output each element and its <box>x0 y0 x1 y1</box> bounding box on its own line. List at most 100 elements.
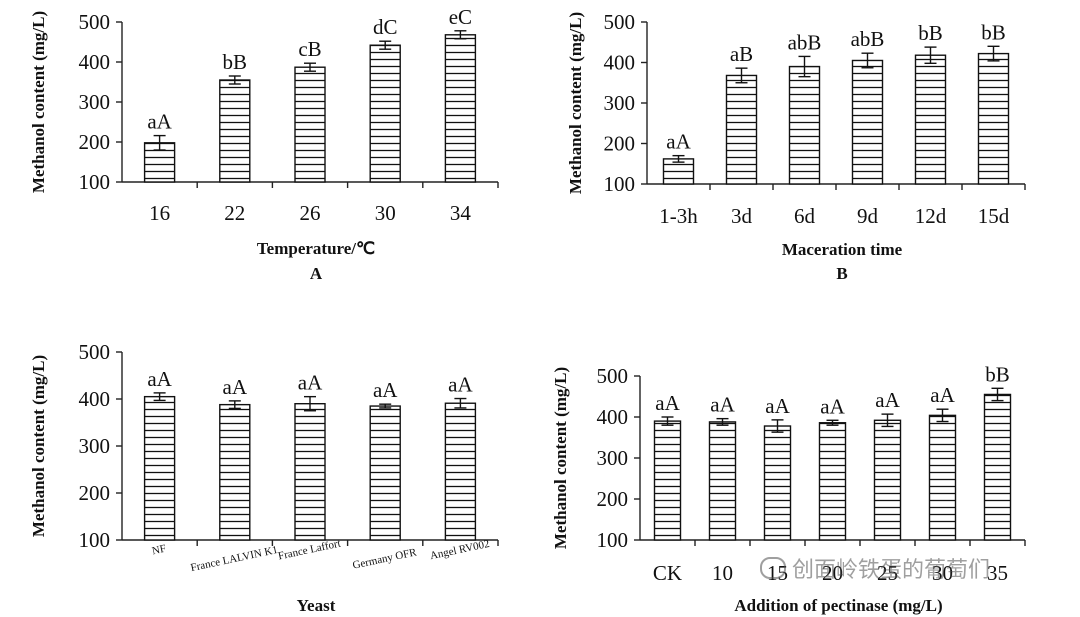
x-axis-title: Temperature/℃ <box>257 239 375 258</box>
y-tick-label: 500 <box>79 10 111 34</box>
y-tick-label: 400 <box>604 51 636 75</box>
significance-label: aA <box>710 393 735 417</box>
significance-label: aA <box>666 130 691 154</box>
bar <box>294 403 326 541</box>
bar <box>143 395 176 541</box>
y-tick-label: 300 <box>597 446 629 470</box>
bar <box>444 34 477 183</box>
bar <box>708 421 737 541</box>
x-tick-label: 12d <box>915 204 947 228</box>
bar <box>369 405 401 541</box>
bar <box>977 52 1010 185</box>
y-tick-label: 100 <box>597 528 629 552</box>
bar <box>219 403 251 541</box>
y-tick-label: 200 <box>79 481 111 505</box>
x-tick-label: Angel RV002 <box>429 538 491 562</box>
significance-label: bB <box>985 362 1010 386</box>
x-tick-label: Germany OFR <box>352 546 419 571</box>
y-tick-label: 200 <box>79 130 111 154</box>
x-tick-label: 10 <box>712 561 733 585</box>
significance-label: aA <box>373 378 398 402</box>
x-tick-label: CK <box>653 561 682 585</box>
significance-label: aA <box>223 375 248 399</box>
bar <box>873 419 902 541</box>
y-tick-label: 100 <box>79 528 111 552</box>
bar <box>818 422 847 541</box>
chart-panel-4: 100200300400500aACKaA10aA15aA20aA25aA30b… <box>551 362 1026 615</box>
x-tick-label: 6d <box>794 204 816 228</box>
y-axis-title: Methanol content (mg/L) <box>551 367 570 549</box>
bar <box>983 393 1012 541</box>
x-tick-label: 1-3h <box>659 204 698 228</box>
bar <box>662 158 695 185</box>
y-tick-label: 300 <box>79 434 111 458</box>
significance-label: abB <box>788 30 822 54</box>
x-tick-label: 30 <box>932 561 953 585</box>
x-tick-label: 3d <box>731 204 753 228</box>
x-tick-label: 15d <box>978 204 1010 228</box>
y-axis-title: Methanol content (mg/L) <box>29 11 48 193</box>
x-tick-label: NF <box>151 543 167 558</box>
significance-label: aA <box>765 394 790 418</box>
x-axis-title: Addition of pectinase (mg/L) <box>734 596 942 615</box>
y-axis-title: Methanol content (mg/L) <box>29 355 48 537</box>
significance-label: aA <box>448 373 473 397</box>
significance-label: eC <box>449 5 472 29</box>
x-tick-label: 25 <box>877 561 898 585</box>
bar <box>725 74 758 185</box>
y-tick-label: 400 <box>79 50 111 74</box>
bar <box>653 420 682 541</box>
x-tick-label: 34 <box>450 201 472 225</box>
x-tick-label: 20 <box>822 561 843 585</box>
panel-letter: B <box>836 264 847 283</box>
significance-label: abB <box>851 27 885 51</box>
significance-label: aA <box>298 371 323 395</box>
bar <box>444 402 477 541</box>
significance-label: bB <box>918 21 943 45</box>
panel-letter: A <box>310 264 323 283</box>
bar <box>294 66 326 183</box>
x-tick-label: 9d <box>857 204 879 228</box>
y-axis-title: Methanol content (mg/L) <box>566 12 585 194</box>
watermark: 创面岭铁蛋的葡萄们 <box>760 552 990 584</box>
significance-label: aA <box>147 110 172 134</box>
significance-label: cB <box>298 37 321 61</box>
x-tick-label: France Laffort <box>277 538 342 563</box>
significance-label: aA <box>875 388 900 412</box>
x-tick-label: 26 <box>300 201 321 225</box>
bar <box>763 425 792 541</box>
chart-panel-2: 100 200 300 400 500 aA 1-3h aB 3d abB 6d abB 9d bB 12d… <box>566 10 1026 283</box>
bar <box>928 414 957 541</box>
x-tick-label: 30 <box>375 201 396 225</box>
x-tick-label: 16 <box>149 201 170 225</box>
significance-label: aA <box>930 383 955 407</box>
x-tick-label: 35 <box>987 561 1008 585</box>
significance-label: bB <box>981 20 1006 44</box>
significance-label: aA <box>147 367 172 391</box>
bar <box>851 59 884 185</box>
bar <box>788 65 821 185</box>
bar <box>219 79 251 183</box>
x-tick-label: France LALVIN K1 <box>190 544 279 574</box>
significance-label: aA <box>820 394 845 418</box>
x-axis-title: Maceration time <box>782 240 903 259</box>
x-tick-label: 22 <box>224 201 245 225</box>
bar <box>369 44 401 183</box>
y-tick-label: 200 <box>597 487 629 511</box>
significance-label: dC <box>373 15 398 39</box>
chart-panel-1: 100 200 300 400 500 aA 16 bB 22 cB 26 dC 30 eC 34 Metha… <box>29 5 499 283</box>
y-tick-label: 100 <box>79 170 111 194</box>
y-tick-label: 300 <box>79 90 111 114</box>
significance-label: aB <box>730 42 753 66</box>
bar <box>914 54 947 185</box>
significance-label: aA <box>655 391 680 415</box>
y-tick-label: 100 <box>604 172 636 196</box>
y-tick-label: 400 <box>79 387 111 411</box>
y-tick-label: 400 <box>597 405 629 429</box>
y-tick-label: 500 <box>79 340 111 364</box>
y-tick-label: 300 <box>604 91 636 115</box>
wechat-icon <box>760 557 786 579</box>
watermark-text: 创面岭铁蛋的葡萄们 <box>792 558 991 583</box>
y-tick-label: 500 <box>604 10 636 34</box>
